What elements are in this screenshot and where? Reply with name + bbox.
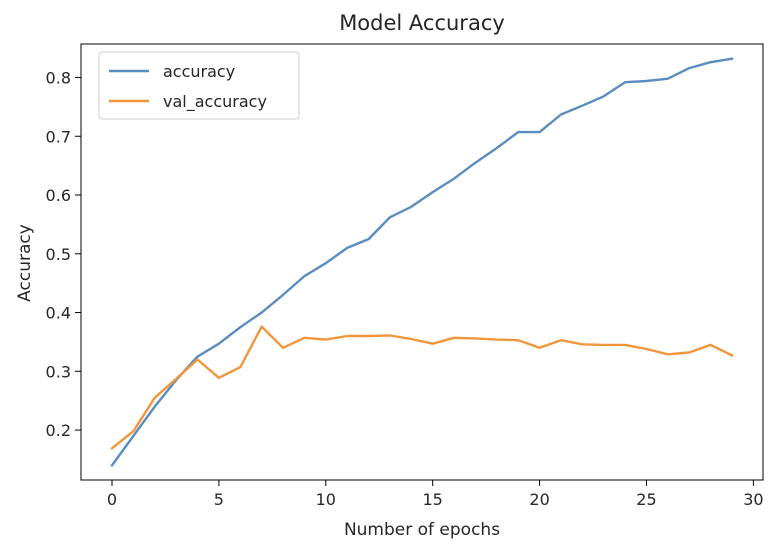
legend-label-val-accuracy: val_accuracy	[163, 92, 267, 112]
y-tick-label: 0.8	[46, 68, 71, 87]
chart-title: Model Accuracy	[339, 11, 505, 35]
plot-area: 0 5 10 15 20 25 30 0.2 0.3 0.4 0.5 0.6 0.7 0.8 accurac…	[46, 43, 764, 509]
legend-label-accuracy: accuracy	[163, 62, 235, 81]
x-axis-title: Number of epochs	[344, 520, 500, 540]
legend-box	[98, 51, 300, 120]
series-line-val-accuracy	[110, 325, 734, 450]
y-tick-label: 0.3	[46, 362, 71, 381]
x-tick-label: 20	[529, 490, 549, 509]
y-tick-label: 0.4	[46, 304, 71, 323]
series-line-accuracy	[110, 57, 734, 467]
x-tick-label: 5	[214, 490, 224, 509]
x-tick-label: 0	[107, 490, 117, 509]
x-tick-label: 30	[743, 490, 763, 509]
x-tick-label: 25	[636, 490, 656, 509]
legend: accuracy val_accuracy	[98, 51, 300, 120]
x-tick-label: 15	[423, 490, 443, 509]
axes-frame	[80, 43, 764, 481]
y-tick-label: 0.5	[46, 245, 71, 264]
y-tick-label: 0.6	[46, 186, 71, 205]
y-tick-label: 0.7	[46, 127, 71, 146]
y-axis-title: Accuracy	[15, 224, 35, 302]
y-tick-label: 0.2	[46, 421, 71, 440]
x-tick-label: 10	[316, 490, 336, 509]
